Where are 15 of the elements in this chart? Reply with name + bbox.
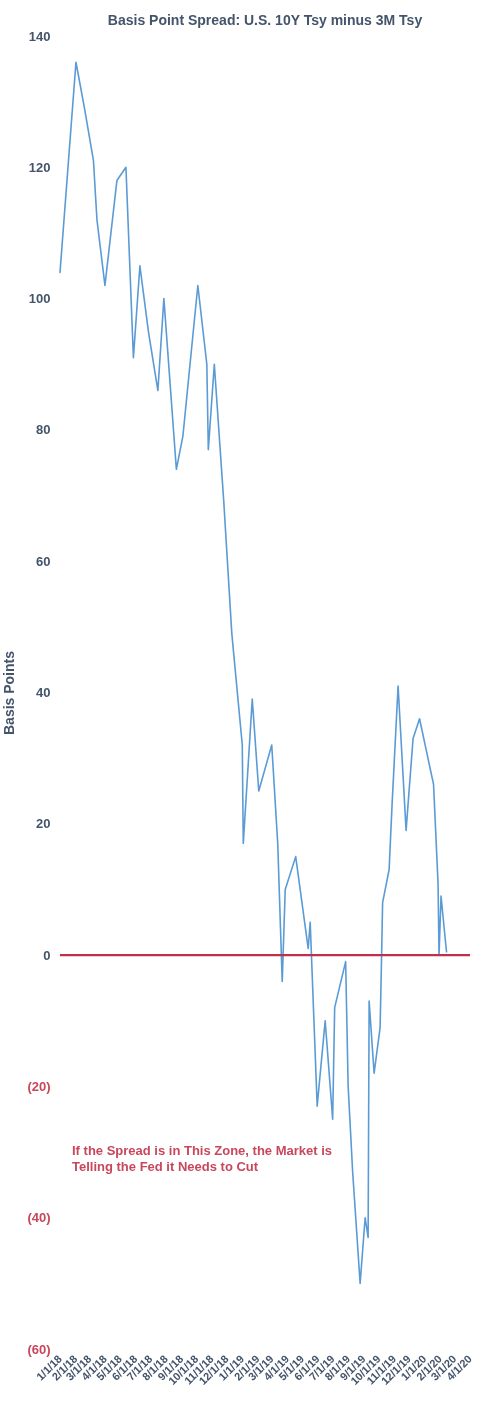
y-tick-label: 20 [36,816,51,832]
y-axis-title: Basis Points [1,650,18,736]
y-tick-label: 100 [28,291,51,307]
y-tick-label: 0 [43,947,51,963]
line-series [59,61,448,1285]
y-tick-label: 40 [36,685,51,700]
y-tick-label: 120 [28,159,51,175]
y-tick-label: 80 [36,422,51,438]
chart-title: Basis Point Spread: U.S. 10Y Tsy minus 3M Tsy [107,12,423,28]
y-tick-label: 60 [36,553,51,569]
y-tick-label: (20) [27,1078,51,1094]
y-tick-label: (60) [27,1341,51,1357]
annotation: If the Spread is in This Zone, the Market is Telling the Fed it Needs to Cut [72,1143,333,1174]
y-tick-label: 140 [28,28,51,44]
y-tick-label: (40) [27,1210,51,1226]
